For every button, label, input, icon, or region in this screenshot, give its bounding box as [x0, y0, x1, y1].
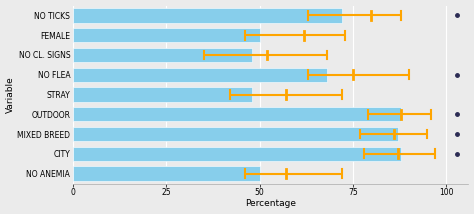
Bar	[73, 107, 401, 121]
Y-axis label: Variable: Variable	[6, 76, 15, 113]
Bar	[73, 127, 398, 141]
Bar	[73, 166, 260, 181]
Bar	[73, 28, 260, 42]
Bar	[73, 87, 252, 102]
Bar	[73, 8, 342, 22]
Bar	[73, 68, 327, 82]
Bar	[73, 147, 401, 161]
X-axis label: Percentage: Percentage	[245, 199, 296, 208]
Bar	[73, 48, 252, 62]
